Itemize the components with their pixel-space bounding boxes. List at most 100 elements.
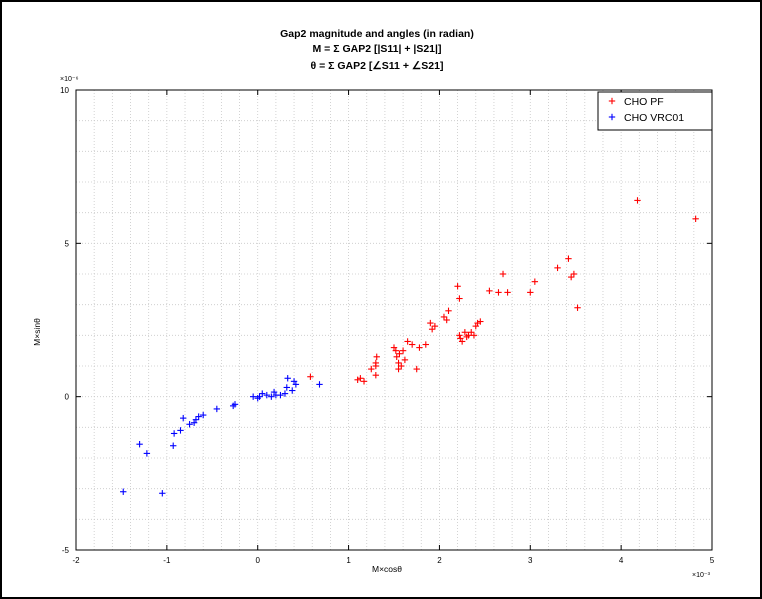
data-point (316, 381, 323, 388)
data-point (443, 316, 450, 324)
data-point (567, 273, 575, 281)
data-point (393, 353, 400, 360)
title-line-1: Gap2 magnitude and angles (in radian) (280, 28, 474, 40)
data-point (177, 427, 184, 434)
data-point (456, 295, 463, 302)
data-point (692, 215, 699, 222)
legend-box (597, 91, 713, 131)
data-point (634, 197, 641, 204)
title-line-2: M = Σ GAP2 [|S11| + |S21|] (313, 43, 442, 55)
x-axis-exponent: ×10⁻³ (692, 572, 711, 579)
data-point (445, 307, 452, 314)
series-cho-vrc01 (120, 375, 323, 497)
axis-ticks: -2 -1 0 1 2 3 4 5 -5 0 5 10 (60, 86, 715, 565)
data-point (259, 390, 266, 397)
data-point (357, 375, 364, 382)
data-point (465, 332, 472, 339)
legend-entry-label: CHO VRC01 (624, 112, 684, 124)
x-tick-label: 0 (255, 556, 260, 565)
data-point (404, 338, 411, 345)
x-tick-label: 2 (437, 556, 442, 565)
data-point (372, 372, 380, 379)
data-point (570, 270, 578, 278)
data-point (281, 390, 289, 397)
data-point (268, 393, 275, 400)
data-point (195, 413, 202, 420)
data-points (120, 197, 699, 497)
data-point (461, 329, 469, 336)
data-point (186, 421, 193, 428)
data-point (495, 289, 502, 296)
y-tick-label: 0 (65, 393, 70, 402)
data-point (401, 356, 409, 364)
data-point (456, 332, 463, 339)
series-cho-pf (307, 197, 699, 385)
y-tick-label: 10 (60, 86, 69, 95)
x-tick-label: 4 (619, 556, 624, 565)
data-point (486, 287, 493, 295)
data-point (200, 411, 207, 419)
data-point (422, 341, 429, 348)
data-point (458, 338, 466, 345)
data-point (289, 387, 296, 394)
data-point (392, 347, 400, 354)
data-point (531, 278, 539, 285)
data-point (398, 362, 405, 370)
data-point (399, 347, 407, 354)
data-point (565, 255, 572, 262)
data-point (395, 359, 402, 367)
data-point (360, 378, 368, 385)
title-line-3: θ = Σ GAP2 [∠S11 + ∠S21] (311, 60, 444, 72)
y-tick-label: -5 (62, 546, 70, 555)
chart-title: Gap2 magnitude and angles (in radian) M … (280, 28, 474, 72)
data-point (395, 365, 402, 373)
data-point (263, 391, 270, 399)
data-point (396, 350, 403, 357)
data-point (170, 430, 178, 437)
data-point (136, 441, 143, 448)
data-point (554, 264, 561, 272)
data-point (574, 304, 581, 311)
data-point (372, 359, 380, 367)
data-point (416, 344, 423, 351)
y-tick-label: 5 (65, 239, 70, 248)
legend-marker (608, 97, 616, 105)
data-point (504, 289, 511, 296)
legend-entry-label: CHO PF (624, 96, 664, 108)
data-point (277, 391, 284, 399)
data-point (427, 319, 434, 327)
data-point (468, 329, 475, 336)
data-point (499, 270, 507, 278)
x-tick-label: 1 (346, 556, 351, 565)
x-axis-label: M×cosθ (372, 564, 402, 574)
y-axis-label: M×sinθ (32, 318, 42, 346)
data-point (170, 442, 177, 449)
data-point (120, 488, 127, 495)
data-point (143, 450, 151, 457)
data-point (477, 318, 484, 325)
data-point (440, 313, 448, 321)
data-point (431, 322, 439, 330)
data-point (213, 405, 221, 413)
data-point (413, 365, 420, 373)
data-point (373, 353, 380, 360)
legend: CHO PF CHO VRC01 (597, 91, 713, 131)
x-tick-label: 5 (710, 556, 715, 565)
x-tick-label: -2 (72, 556, 80, 565)
data-point (428, 326, 436, 333)
data-point (292, 381, 300, 388)
data-point (307, 373, 314, 380)
data-point (474, 319, 481, 327)
data-point (284, 375, 291, 382)
data-point (256, 393, 263, 400)
y-axis-exponent: ×10⁻⁶ (60, 76, 79, 83)
data-point (354, 376, 361, 383)
data-point (454, 283, 461, 290)
x-tick-label: -1 (163, 556, 171, 565)
data-point (231, 401, 239, 408)
data-point (283, 384, 290, 391)
data-point (527, 289, 534, 296)
data-point (368, 365, 375, 373)
